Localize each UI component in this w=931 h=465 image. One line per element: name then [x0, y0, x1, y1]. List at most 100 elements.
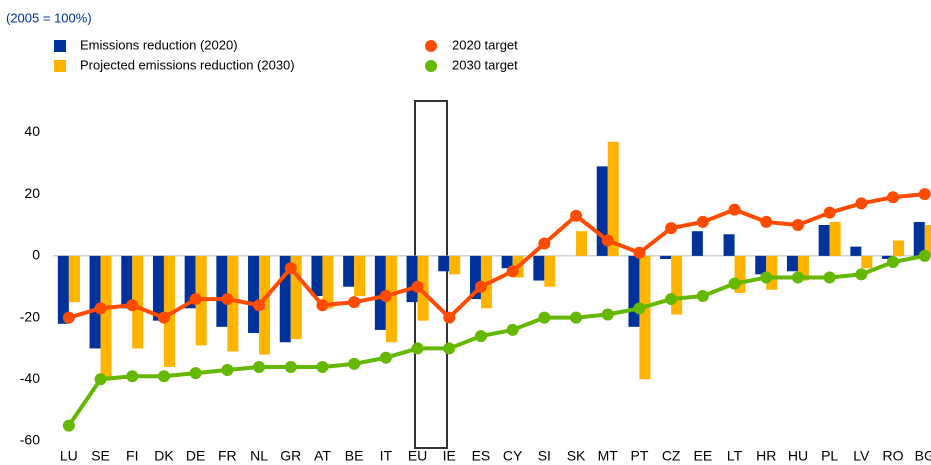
x-tick-label: FR [218, 448, 237, 464]
line-marker [189, 367, 202, 380]
line-marker [221, 364, 234, 377]
x-tick-label: EU [408, 448, 427, 464]
bar [660, 255, 672, 259]
bar [734, 255, 746, 293]
bar [639, 255, 651, 380]
line-marker [126, 370, 139, 383]
x-tick-label: BE [345, 448, 364, 464]
bar [913, 221, 925, 256]
line-marker [62, 311, 75, 324]
x-tick-label: CY [503, 448, 523, 464]
x-tick-label: GR [280, 448, 301, 464]
bar [89, 255, 101, 349]
line-marker [538, 237, 551, 250]
y-tick-label: -60 [20, 432, 40, 448]
legend-label: 2020 target [452, 37, 518, 52]
bar [227, 255, 239, 352]
line-marker [887, 256, 900, 269]
line-marker [570, 209, 583, 222]
bar [385, 255, 397, 343]
line-marker [665, 222, 678, 235]
bar [311, 255, 323, 296]
bar [57, 255, 69, 324]
bar [671, 255, 683, 315]
bar [449, 255, 461, 275]
line-marker [823, 206, 836, 219]
line-marker [696, 289, 709, 302]
bar [576, 231, 588, 256]
bar [893, 240, 905, 256]
x-tick-label: FI [126, 448, 138, 464]
line-marker [474, 330, 487, 343]
bar [290, 255, 302, 340]
line-marker [918, 188, 931, 201]
x-tick-label: PL [821, 448, 838, 464]
bar [343, 255, 355, 287]
line-marker [284, 360, 297, 373]
x-tick-label: DK [154, 448, 174, 464]
line-marker [284, 262, 297, 275]
y-tick-label: -20 [20, 308, 40, 324]
x-tick-label: SI [538, 448, 551, 464]
bar [469, 255, 481, 300]
bar [628, 255, 640, 327]
line-marker [633, 246, 646, 259]
line-marker [887, 191, 900, 204]
legend-label: Projected emissions reduction (2030) [80, 57, 295, 72]
line-marker [855, 197, 868, 210]
line-marker [760, 215, 773, 228]
line-marker [696, 215, 709, 228]
bar [596, 166, 608, 256]
bar [121, 255, 133, 309]
bar [797, 255, 809, 281]
y-tick-label: 40 [24, 123, 40, 139]
x-tick-label: RO [883, 448, 904, 464]
line-marker [506, 323, 519, 336]
line-marker [443, 311, 456, 324]
bar [152, 255, 164, 321]
line-marker [379, 289, 392, 302]
y-tick-label: 0 [32, 247, 40, 263]
x-tick-label: SE [91, 448, 110, 464]
bar [818, 225, 830, 256]
line-marker [728, 277, 741, 290]
line-marker [221, 293, 234, 306]
bar [132, 255, 144, 349]
bar [374, 255, 386, 330]
legend-label: Emissions reduction (2020) [80, 37, 238, 52]
line [67, 253, 926, 427]
line-marker [62, 419, 75, 432]
bar [279, 255, 291, 343]
legend-swatch [425, 40, 437, 52]
line-marker [411, 280, 424, 293]
x-tick-label: HU [788, 448, 808, 464]
line-marker [633, 302, 646, 315]
legend-label: 2030 target [452, 57, 518, 72]
bar [533, 255, 545, 281]
x-tick-label: NL [250, 448, 268, 464]
bar [607, 141, 619, 256]
bar [691, 231, 703, 256]
bar [501, 255, 513, 269]
x-tick-label: EE [694, 448, 713, 464]
bar [882, 255, 894, 259]
line-marker [474, 280, 487, 293]
line-marker [443, 342, 456, 355]
line-marker [538, 311, 551, 324]
line [68, 192, 925, 320]
line-marker [506, 265, 519, 278]
y-tick-label: -40 [20, 370, 40, 386]
line-marker [157, 311, 170, 324]
bar [68, 255, 80, 303]
x-tick-label: AT [314, 448, 331, 464]
bar [163, 255, 175, 367]
bar [184, 255, 196, 309]
bar [322, 255, 334, 309]
bar [406, 255, 418, 303]
legend-swatch [54, 40, 66, 52]
line-marker [94, 302, 107, 315]
x-tick-label: LV [853, 448, 870, 464]
line-marker [728, 203, 741, 216]
x-tick-label: DE [186, 448, 205, 464]
chart-subtitle: (2005 = 100%) [6, 10, 92, 25]
